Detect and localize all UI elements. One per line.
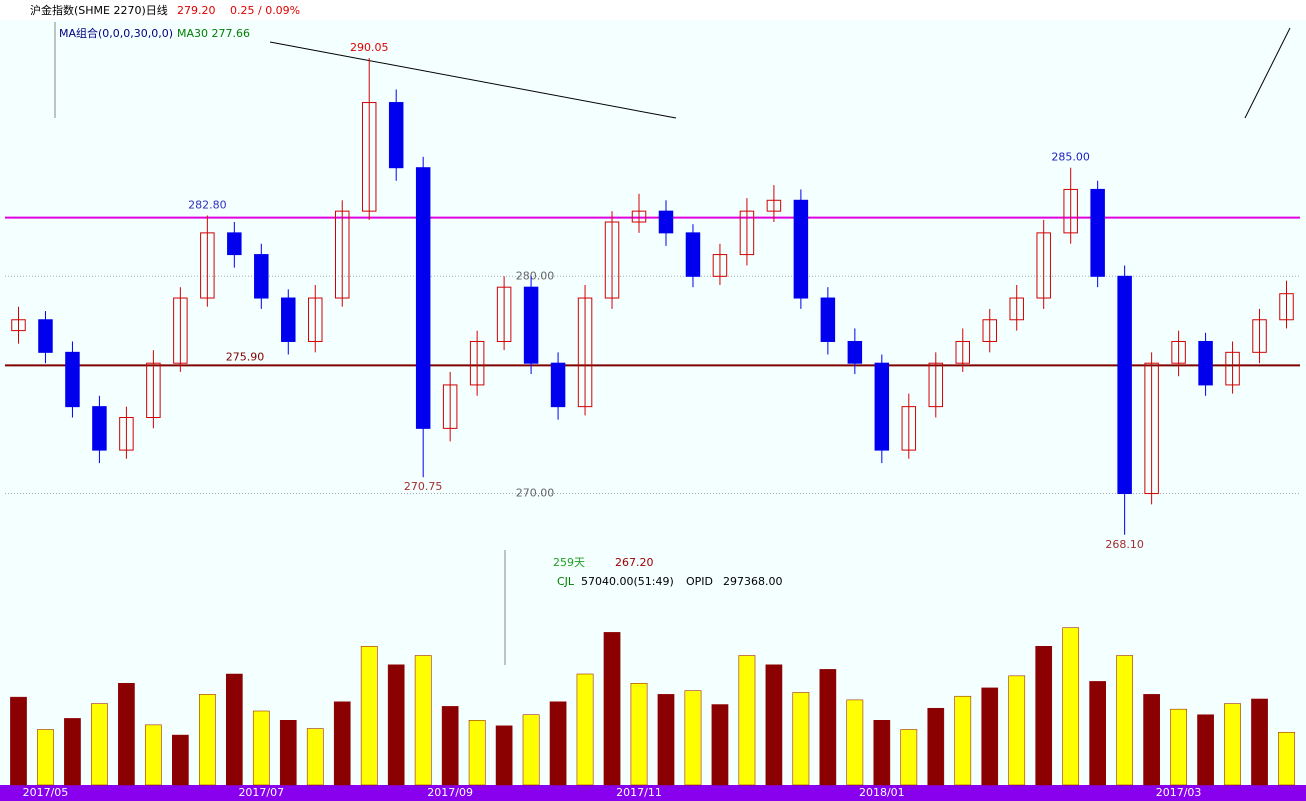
ma-value: MA30 277.66 [177, 27, 250, 40]
price-annotation: 290.05 [350, 41, 389, 54]
candle-body [524, 287, 537, 363]
level-label: 275.90 [226, 350, 265, 363]
candle-body [848, 341, 861, 363]
volume-bar [469, 720, 485, 785]
candle-body [875, 363, 888, 450]
x-tick-label: 2017/03 [1156, 786, 1202, 799]
volume-bar [1009, 676, 1025, 785]
volume-bar [118, 683, 134, 785]
candle-body [686, 233, 699, 276]
price-annotation: 282.80 [188, 198, 227, 211]
volume-bar [685, 691, 701, 785]
volume-bar [739, 656, 755, 786]
volume-bar [1197, 715, 1213, 785]
y-tick-label: 270.00 [516, 487, 555, 500]
volume-bar [1090, 681, 1106, 785]
candle-body [1118, 276, 1131, 493]
volume-bar [658, 694, 674, 785]
candle-body [282, 298, 295, 341]
volume-bar [172, 735, 188, 785]
last-price: 279.20 [177, 4, 216, 17]
candle-body [66, 352, 79, 406]
trend-line [1245, 28, 1290, 118]
volume-bar [415, 656, 431, 786]
x-tick-label: 2017/09 [427, 786, 473, 799]
volume-bar [64, 718, 80, 785]
candle-body [659, 211, 672, 233]
volume-bar [604, 632, 620, 785]
candle-body [821, 298, 834, 341]
volume-bar [1063, 628, 1079, 785]
volume-bar [955, 696, 971, 785]
volume-bar [1278, 732, 1294, 785]
y-tick-label: 280.00 [516, 269, 555, 282]
candle-body [1091, 189, 1104, 276]
candle-body [1199, 341, 1212, 384]
price-annotation: 268.10 [1105, 538, 1144, 551]
panel-text: 267.20 [615, 556, 654, 569]
volume-bar [442, 706, 458, 785]
volume-bar [928, 708, 944, 785]
candle-body [39, 320, 52, 353]
page: {"header":{"title":"沪金指数(SHME 2270)日线","… [0, 0, 1306, 801]
volume-bar [577, 674, 593, 785]
title: 沪金指数(SHME 2270)日线 [30, 3, 168, 17]
price-annotation: 270.75 [404, 480, 443, 493]
volume-bar [550, 702, 566, 785]
candle-body [255, 255, 268, 298]
x-tick-label: 2017/11 [616, 786, 662, 799]
volume-bar [1036, 646, 1052, 785]
candle-body [416, 168, 429, 429]
volume-bar [523, 715, 539, 785]
volume-bar [874, 720, 890, 785]
volume-bar [388, 665, 404, 785]
volume-bar [226, 674, 242, 785]
candle-body [389, 103, 402, 168]
volume-bar [820, 669, 836, 785]
volume-bar [199, 694, 215, 785]
volume-bar [901, 730, 917, 786]
panel-text: 259天 [553, 556, 585, 569]
ma-setting: MA组合(0,0,0,30,0,0) [59, 26, 173, 40]
price-annotation: 285.00 [1051, 151, 1090, 164]
volume-bar [1224, 704, 1240, 785]
volume-bar [145, 725, 161, 785]
candle-body [93, 407, 106, 450]
trend-line [270, 42, 676, 118]
change: 0.25 / 0.09% [230, 4, 300, 17]
volume-bar [631, 683, 647, 785]
volume-bar [91, 704, 107, 785]
candle-body [228, 233, 241, 255]
volume-bar [1171, 709, 1187, 785]
candle-body [794, 200, 807, 298]
volume-title: CJL [557, 575, 575, 588]
volume-bar [334, 702, 350, 785]
volume-value: 57040.00(51:49) [581, 575, 674, 588]
volume-bar [37, 730, 53, 786]
volume-bar [496, 726, 512, 785]
volume-bar [793, 693, 809, 786]
volume-bar [1117, 656, 1133, 786]
volume-bar [307, 729, 323, 785]
volume-bar [10, 697, 26, 785]
volume-bar [361, 646, 377, 785]
volume-bar [847, 700, 863, 785]
oi-title: OPID [686, 575, 713, 588]
volume-bar [253, 711, 269, 785]
volume-bar [712, 705, 728, 785]
volume-bar [766, 665, 782, 785]
oi-value: 297368.00 [723, 575, 783, 588]
candle-body [551, 363, 564, 406]
x-tick-label: 2017/05 [23, 786, 69, 799]
chart: 沪金指数(SHME 2270)日线 279.20 0.25 / 0.09% MA… [0, 0, 1306, 801]
volume-bar [982, 688, 998, 785]
x-tick-label: 2018/01 [859, 786, 905, 799]
volume-bar [1251, 699, 1267, 785]
x-tick-label: 2017/07 [238, 786, 284, 799]
volume-bar [280, 720, 296, 785]
volume-bar [1144, 694, 1160, 785]
